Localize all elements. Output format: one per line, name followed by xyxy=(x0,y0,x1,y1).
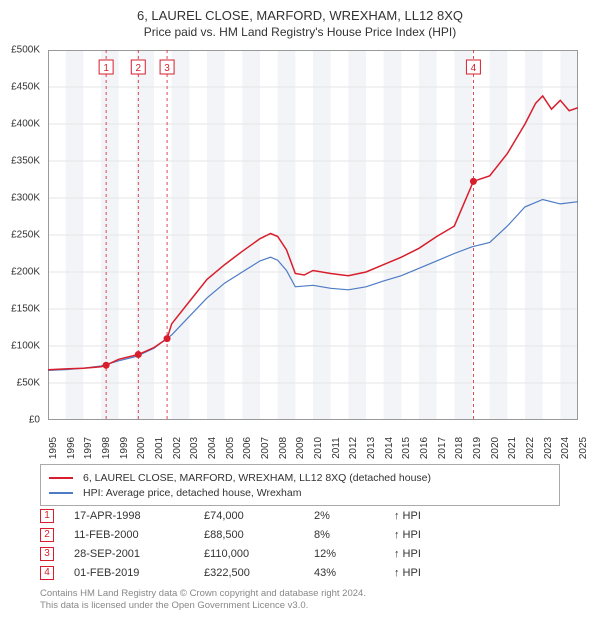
x-tick-label: 2009 xyxy=(295,437,306,459)
sale-pct: 43% xyxy=(314,567,394,579)
sale-row: 4 01-FEB-2019£322,50043%↑ HPI xyxy=(40,563,560,582)
y-tick-label: £0 xyxy=(0,415,40,426)
x-tick-label: 2019 xyxy=(472,437,483,459)
svg-text:4: 4 xyxy=(471,63,477,74)
y-tick-label: £50K xyxy=(0,378,40,389)
sale-row: 2 11-FEB-2000£88,5008%↑ HPI xyxy=(40,525,560,544)
y-tick-label: £200K xyxy=(0,267,40,278)
x-tick-label: 2004 xyxy=(207,437,218,459)
y-tick-label: £250K xyxy=(0,230,40,241)
x-tick-label: 2014 xyxy=(384,437,395,459)
x-tick-label: 2024 xyxy=(560,437,571,459)
x-tick-label: 2005 xyxy=(225,437,236,459)
y-tick-label: £150K xyxy=(0,304,40,315)
sale-date: 28-SEP-2001 xyxy=(74,548,204,560)
sale-price: £88,500 xyxy=(204,529,314,541)
sale-pct: 12% xyxy=(314,548,394,560)
x-tick-label: 2017 xyxy=(437,437,448,459)
sale-date: 01-FEB-2019 xyxy=(74,567,204,579)
x-tick-label: 2016 xyxy=(419,437,430,459)
x-tick-label: 2008 xyxy=(278,437,289,459)
x-tick-label: 2000 xyxy=(136,437,147,459)
svg-text:2: 2 xyxy=(135,63,141,74)
x-tick-label: 2023 xyxy=(543,437,554,459)
x-tick-label: 2020 xyxy=(490,437,501,459)
sale-row: 1 17-APR-1998£74,0002%↑ HPI xyxy=(40,506,560,525)
sale-marker-box: 3 xyxy=(40,547,54,561)
sale-hpi-indicator: ↑ HPI xyxy=(394,548,560,560)
legend-item: 6, LAUREL CLOSE, MARFORD, WREXHAM, LL12 … xyxy=(49,470,551,485)
sale-marker-box: 2 xyxy=(40,528,54,542)
x-tick-label: 2012 xyxy=(348,437,359,459)
sale-hpi-indicator: ↑ HPI xyxy=(394,529,560,541)
x-tick-label: 2013 xyxy=(366,437,377,459)
y-tick-label: £100K xyxy=(0,341,40,352)
sale-row: 3 28-SEP-2001£110,00012%↑ HPI xyxy=(40,544,560,563)
footer-attribution: Contains HM Land Registry data © Crown c… xyxy=(40,588,366,613)
sale-hpi-indicator: ↑ HPI xyxy=(394,510,560,522)
y-tick-label: £300K xyxy=(0,193,40,204)
sale-date: 17-APR-1998 xyxy=(74,510,204,522)
sales-table: 117-APR-1998£74,0002%↑ HPI211-FEB-2000£8… xyxy=(40,506,560,582)
sale-hpi-indicator: ↑ HPI xyxy=(394,567,560,579)
legend-item: HPI: Average price, detached house, Wrex… xyxy=(49,485,551,500)
y-tick-label: £400K xyxy=(0,119,40,130)
svg-text:1: 1 xyxy=(103,63,109,74)
x-tick-label: 1996 xyxy=(66,437,77,459)
sale-pct: 2% xyxy=(314,510,394,522)
sale-price: £322,500 xyxy=(204,567,314,579)
sale-price: £74,000 xyxy=(204,510,314,522)
sale-price: £110,000 xyxy=(204,548,314,560)
sale-marker-box: 4 xyxy=(40,566,54,580)
chart-container: 6, LAUREL CLOSE, MARFORD, WREXHAM, LL12 … xyxy=(0,0,600,620)
x-tick-label: 2025 xyxy=(578,437,589,459)
footer-line-2: This data is licensed under the Open Gov… xyxy=(40,600,366,612)
y-tick-label: £450K xyxy=(0,82,40,93)
x-tick-label: 2015 xyxy=(401,437,412,459)
legend-label: HPI: Average price, detached house, Wrex… xyxy=(83,487,302,499)
chart-svg: 1 2 3 4 xyxy=(48,50,578,420)
x-tick-label: 2002 xyxy=(172,437,183,459)
chart-title: 6, LAUREL CLOSE, MARFORD, WREXHAM, LL12 … xyxy=(0,0,600,23)
x-tick-label: 2011 xyxy=(331,437,342,459)
x-tick-label: 1997 xyxy=(83,437,94,459)
x-tick-label: 2022 xyxy=(525,437,536,459)
y-axis-labels: £0£50K£100K£150K£200K£250K£300K£350K£400… xyxy=(0,50,44,420)
x-tick-label: 2021 xyxy=(507,437,518,459)
x-tick-label: 2006 xyxy=(242,437,253,459)
legend-label: 6, LAUREL CLOSE, MARFORD, WREXHAM, LL12 … xyxy=(83,472,431,484)
plot-area: 1 2 3 4 xyxy=(48,50,578,420)
y-tick-label: £500K xyxy=(0,45,40,56)
x-tick-label: 2001 xyxy=(154,437,165,459)
x-tick-label: 2010 xyxy=(313,437,324,459)
x-tick-label: 2007 xyxy=(260,437,271,459)
x-tick-label: 2003 xyxy=(189,437,200,459)
x-tick-label: 1999 xyxy=(119,437,130,459)
x-tick-label: 1995 xyxy=(48,437,59,459)
x-tick-label: 2018 xyxy=(454,437,465,459)
x-tick-label: 1998 xyxy=(101,437,112,459)
sale-marker-box: 1 xyxy=(40,509,54,523)
y-tick-label: £350K xyxy=(0,156,40,167)
sale-date: 11-FEB-2000 xyxy=(74,529,204,541)
x-axis-labels: 1995 1996 1997 1998 1999 2000 2001 2002 2003 2004… xyxy=(48,424,578,464)
svg-text:3: 3 xyxy=(164,63,170,74)
sale-pct: 8% xyxy=(314,529,394,541)
legend: 6, LAUREL CLOSE, MARFORD, WREXHAM, LL12 … xyxy=(40,464,560,506)
legend-swatch xyxy=(49,492,73,494)
chart-subtitle: Price paid vs. HM Land Registry's House … xyxy=(0,23,600,39)
footer-line-1: Contains HM Land Registry data © Crown c… xyxy=(40,588,366,600)
legend-swatch xyxy=(49,477,73,479)
